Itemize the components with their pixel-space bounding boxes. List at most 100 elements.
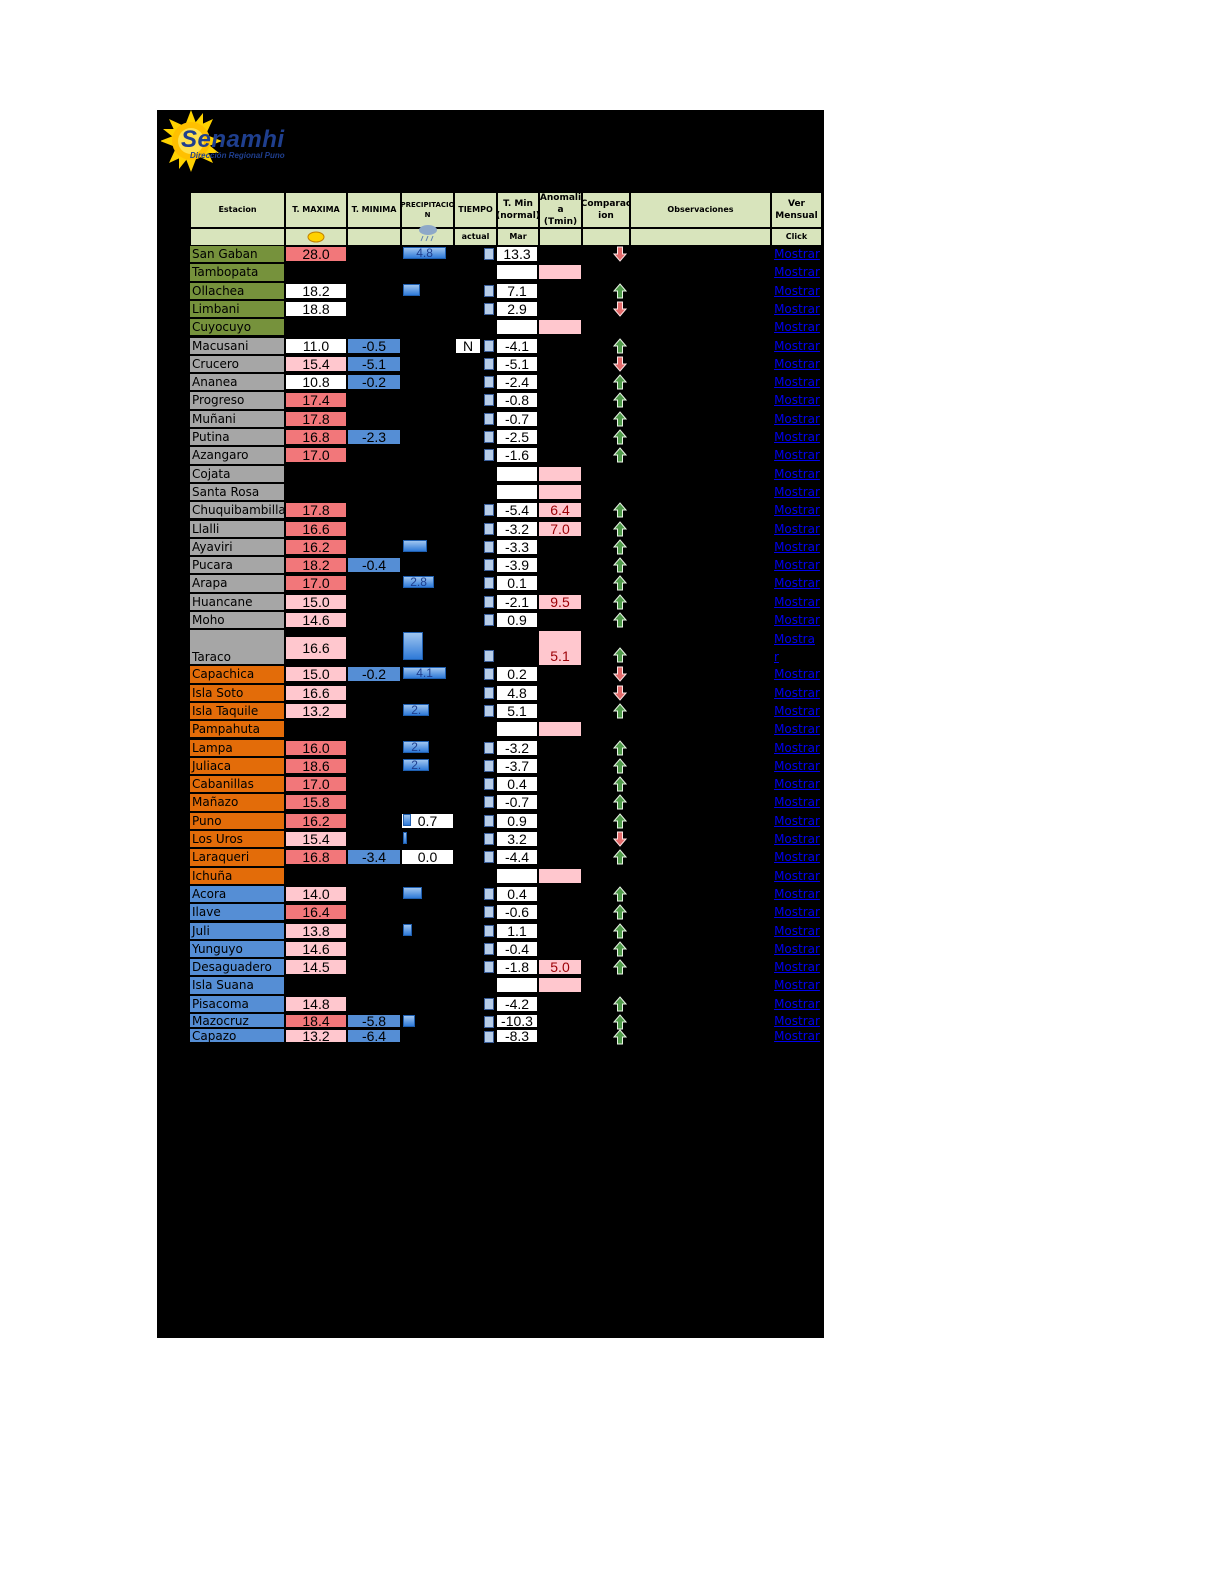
- weather-icon: [484, 504, 494, 517]
- mostrar-link[interactable]: Mostrar: [774, 667, 820, 682]
- mostrar-link[interactable]: Mostrar: [774, 832, 820, 846]
- header-observaciones: Observaciones: [630, 192, 771, 228]
- mostrar-link[interactable]: Mostrar: [774, 886, 820, 901]
- mostrar-link[interactable]: Mostrar: [774, 301, 820, 316]
- arrow-up-icon: [613, 794, 627, 810]
- precip-bar: [403, 283, 420, 296]
- arrow-down-icon: [613, 831, 627, 847]
- mostrar-link[interactable]: Mostrar: [774, 978, 820, 993]
- subheader-tmin-normal: Mar: [497, 228, 539, 246]
- mostrar-link[interactable]: Mostrar: [774, 448, 820, 463]
- mostrar-link[interactable]: Mostrar: [774, 850, 820, 865]
- mostrar-link[interactable]: Mostrar: [774, 703, 820, 718]
- station-name: Pucara: [190, 557, 284, 575]
- mostrar-link[interactable]: Mostrar: [774, 521, 820, 536]
- mostrar-link[interactable]: Mostrar: [774, 503, 820, 518]
- station-name: Santa Rosa: [190, 483, 284, 502]
- mostrar-link[interactable]: Mostrar: [774, 740, 820, 755]
- mostrar-link[interactable]: Mostrar: [774, 338, 820, 353]
- subheader-tmax: [285, 228, 347, 246]
- mostrar-link[interactable]: Mostrar: [774, 594, 820, 609]
- mostrar-link[interactable]: Mostrar: [774, 868, 820, 883]
- mostrar-link[interactable]: Mostrar: [774, 923, 820, 938]
- weather-icon: [484, 906, 494, 919]
- mostrar-link[interactable]: Mostrar: [774, 813, 820, 828]
- tmin-normal-value: -0.8: [496, 392, 538, 409]
- mostrar-link[interactable]: Mostrar: [774, 539, 820, 554]
- weather-icon: [484, 412, 494, 425]
- mostrar-link[interactable]: Mostrar: [774, 484, 820, 499]
- mostrar-link[interactable]: Mostrar: [774, 1029, 820, 1043]
- mostrar-link[interactable]: Mostrar: [774, 558, 820, 573]
- mostrar-link[interactable]: Mostrar: [774, 613, 820, 627]
- mostrar-link[interactable]: Mostrar: [774, 996, 820, 1011]
- station-name: Moho: [190, 612, 284, 630]
- tmax-value: 16.2: [285, 538, 347, 555]
- mostrar-link[interactable]: Mostrar: [774, 1014, 820, 1028]
- arrow-up-icon: [613, 776, 627, 792]
- weather-icon: [484, 924, 494, 937]
- mostrar-link[interactable]: Mostrar: [774, 685, 820, 700]
- mostrar-link[interactable]: Mostrar: [774, 430, 820, 444]
- mostrar-link[interactable]: Mostrar: [774, 283, 820, 298]
- mostrar-link-line: r: [774, 650, 779, 665]
- mostrar-link[interactable]: Mostrar: [774, 393, 820, 408]
- brand-name: Senamhi: [181, 126, 285, 153]
- mostrar-link[interactable]: Mostrar: [774, 320, 820, 335]
- anomaly-value: [538, 465, 582, 482]
- station-name: Huancane: [190, 593, 284, 611]
- mostrar-link[interactable]: Mostrar: [774, 758, 820, 773]
- subheader-estacion: [190, 228, 285, 246]
- weather-icon: [484, 704, 494, 717]
- mostrar-link[interactable]: Mostrar: [774, 941, 820, 956]
- weather-icon: [484, 339, 494, 352]
- weather-icon: [484, 522, 494, 535]
- precip-value: 0.7: [401, 812, 454, 829]
- mostrar-link[interactable]: Mostrar: [774, 466, 820, 481]
- station-name: San Gaban: [190, 246, 284, 264]
- mostrar-link[interactable]: Mostrar: [774, 777, 820, 792]
- header-tmin: T. MINIMA: [347, 192, 401, 228]
- weather-icon: [484, 302, 494, 315]
- senamhi-sun-logo-icon: [161, 110, 222, 172]
- mostrar-link[interactable]: Mostrar: [774, 356, 820, 371]
- tmin-normal-value: -3.2: [496, 520, 538, 537]
- mostrar-link[interactable]: Mostrar: [774, 576, 820, 591]
- tmin-normal-value: 0.9: [496, 812, 538, 829]
- mostrar-link[interactable]: Mostrar: [774, 265, 820, 280]
- weather-icon: [484, 559, 494, 572]
- precip-bar: [403, 886, 423, 899]
- mostrar-link[interactable]: Mostrar: [774, 411, 820, 426]
- mostrar-link[interactable]: Mostrar: [774, 375, 820, 390]
- header-ver-mensual: Ver Mensual: [771, 192, 822, 228]
- weather-icon: [484, 614, 494, 626]
- tmax-value: 17.8: [285, 410, 347, 427]
- mostrar-link[interactable]: Mostrar: [774, 722, 820, 737]
- mostrar-link[interactable]: Mostrar: [774, 247, 820, 261]
- weather-icon: [484, 741, 494, 754]
- station-name: Capachica: [190, 666, 284, 684]
- subheader-precip: [401, 225, 454, 246]
- precip-bar: 4.8: [403, 247, 447, 259]
- arrow-up-icon: [613, 282, 627, 299]
- arrow-up-icon: [613, 1014, 627, 1030]
- mostrar-link[interactable]: Mostrar: [774, 905, 820, 920]
- tmax-value: 16.4: [285, 904, 347, 921]
- tmin-normal-value: -0.7: [496, 410, 538, 427]
- weather-icon: [484, 851, 494, 864]
- anomaly-value: 9.5: [538, 593, 582, 610]
- tmax-value: 15.0: [285, 593, 347, 610]
- mostrar-link[interactable]: Mostrar: [774, 960, 820, 975]
- tmin-normal-value: -3.2: [496, 739, 538, 756]
- tmin-normal-value: -0.4: [496, 940, 538, 957]
- tmin-value: -0.4: [347, 557, 401, 574]
- arrow-up-icon: [613, 539, 627, 555]
- arrow-up-icon: [613, 429, 627, 445]
- precip-bar: [403, 632, 423, 661]
- tmin-normal-value: -3.9: [496, 557, 538, 574]
- mostrar-link[interactable]: Mostrar: [774, 795, 820, 810]
- tmin-normal-value: 13.3: [496, 246, 538, 262]
- tmin-value: -0.5: [347, 337, 401, 354]
- station-name: Ilave: [190, 904, 284, 922]
